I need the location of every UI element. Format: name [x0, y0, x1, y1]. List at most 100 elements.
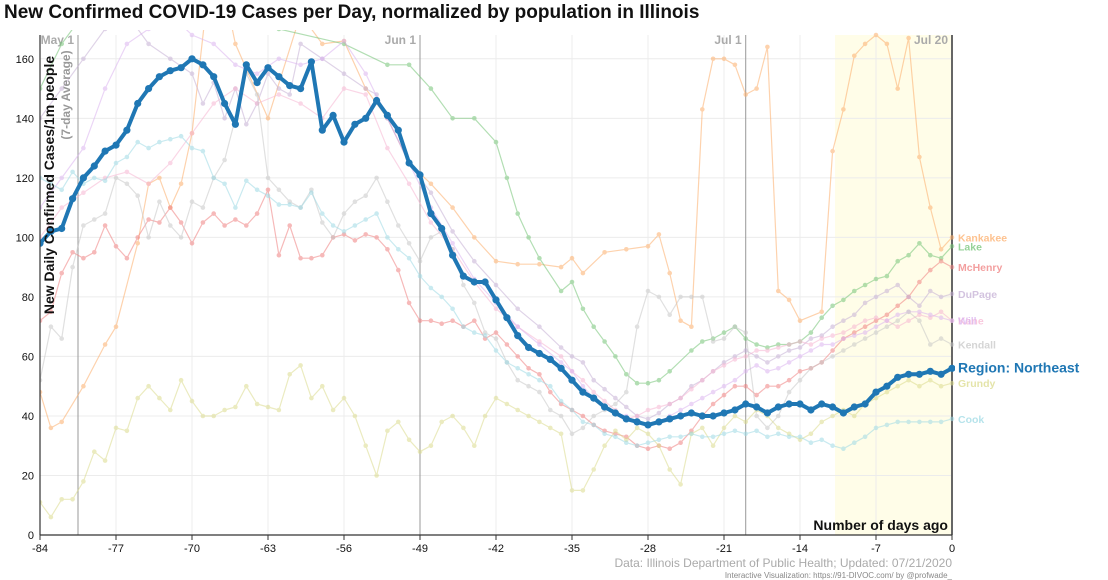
data-point-region-northeast: [796, 400, 804, 408]
data-point-kankakee: [580, 270, 586, 276]
data-point-will: [580, 383, 586, 389]
data-point-cook: [537, 377, 542, 383]
data-point-kane: [146, 181, 151, 187]
data-point-grundy: [515, 407, 520, 413]
data-point-cook: [678, 434, 683, 440]
data-point-dupage: [928, 288, 933, 294]
data-point-dupage: [765, 360, 770, 365]
data-point-cook: [515, 366, 520, 371]
data-point-kendall: [341, 211, 347, 216]
data-point-grundy: [233, 404, 238, 410]
data-point-kane: [211, 101, 216, 106]
data-point-mchenry: [450, 318, 455, 324]
data-point-lake: [830, 303, 835, 309]
data-point-kankakee: [776, 288, 781, 294]
data-point-region-northeast: [79, 174, 87, 182]
data-point-grundy: [146, 383, 151, 389]
data-point-grundy: [743, 419, 748, 425]
data-point-kendall: [700, 294, 705, 300]
data-point-kane: [385, 145, 390, 151]
x-tick-label: -63: [260, 543, 276, 555]
data-point-dupage: [472, 258, 477, 264]
data-point-kankakee: [265, 116, 271, 121]
data-point-cook: [710, 434, 716, 440]
data-point-kane: [689, 386, 694, 392]
data-point-cook: [786, 434, 792, 440]
data-point-grundy: [493, 395, 499, 401]
data-point-will: [873, 324, 879, 330]
data-point-region-northeast: [655, 418, 663, 426]
data-point-cook: [580, 419, 586, 425]
data-point-cook: [591, 422, 596, 428]
data-point-kendall: [222, 157, 227, 163]
data-point-will: [276, 56, 282, 62]
data-point-grundy: [678, 482, 683, 487]
data-point-will: [558, 360, 564, 365]
data-point-mchenry: [439, 321, 445, 327]
data-point-kendall: [146, 235, 151, 240]
data-point-will: [808, 348, 814, 353]
data-point-cook: [48, 181, 54, 187]
data-point-grundy: [254, 401, 260, 407]
data-point-kendall: [591, 413, 596, 419]
data-point-kane: [765, 348, 770, 353]
data-point-dupage: [81, 56, 86, 62]
data-point-dupage: [580, 360, 586, 365]
data-point-cook: [569, 407, 575, 413]
data-point-kendall: [667, 312, 672, 318]
data-point-lake: [276, 30, 281, 32]
data-point-cook: [363, 217, 369, 222]
data-point-grundy: [852, 413, 857, 419]
data-point-cook: [178, 133, 184, 139]
data-point-grundy: [124, 428, 130, 434]
data-point-dupage: [341, 71, 347, 76]
data-point-kankakee: [938, 247, 944, 252]
data-point-dupage: [189, 71, 195, 76]
data-point-grundy: [48, 514, 54, 520]
data-point-kankakee: [298, 12, 303, 17]
data-point-kankakee: [906, 35, 911, 41]
data-point-mchenry: [938, 258, 944, 264]
data-point-region-northeast: [818, 400, 826, 408]
data-point-dupage: [852, 312, 857, 318]
data-point-cook: [157, 139, 162, 145]
data-point-kankakee: [656, 232, 662, 237]
data-point-will: [949, 318, 955, 324]
data-point-grundy: [482, 413, 488, 419]
data-point-kane: [700, 377, 705, 383]
data-point-kendall: [385, 199, 390, 204]
data-point-will: [59, 175, 64, 181]
month-marker-label: Jul 20: [914, 33, 948, 47]
data-point-grundy: [200, 413, 206, 419]
data-point-will: [765, 369, 770, 374]
data-point-region-northeast: [340, 138, 348, 146]
data-point-cook: [938, 419, 944, 425]
data-point-kane: [743, 354, 748, 359]
data-point-dupage: [613, 395, 618, 401]
data-point-cook: [341, 229, 347, 234]
data-point-mchenry: [786, 377, 792, 383]
data-point-cook: [92, 175, 97, 181]
data-point-kendall: [428, 235, 434, 240]
data-point-kankakee: [786, 297, 792, 303]
data-point-mchenry: [168, 205, 173, 210]
data-point-lake: [504, 175, 510, 181]
data-point-dupage: [754, 354, 759, 359]
data-point-mchenry: [515, 354, 520, 359]
data-point-region-northeast: [948, 364, 955, 372]
data-point-mchenry: [265, 187, 271, 193]
data-point-mchenry: [146, 217, 151, 222]
data-point-cook: [374, 211, 379, 216]
data-point-region-northeast: [677, 412, 685, 420]
data-point-mchenry: [884, 312, 890, 318]
data-point-cook: [428, 285, 434, 291]
data-point-kankakee: [928, 205, 933, 210]
data-point-mchenry: [48, 309, 54, 315]
data-point-kankakee: [830, 148, 835, 154]
data-point-kankakee: [949, 235, 955, 240]
data-point-kankakee: [667, 270, 672, 276]
data-point-region-northeast: [590, 394, 598, 402]
data-point-kane: [873, 315, 879, 321]
data-point-will: [341, 38, 347, 44]
data-point-region-northeast: [883, 382, 891, 390]
